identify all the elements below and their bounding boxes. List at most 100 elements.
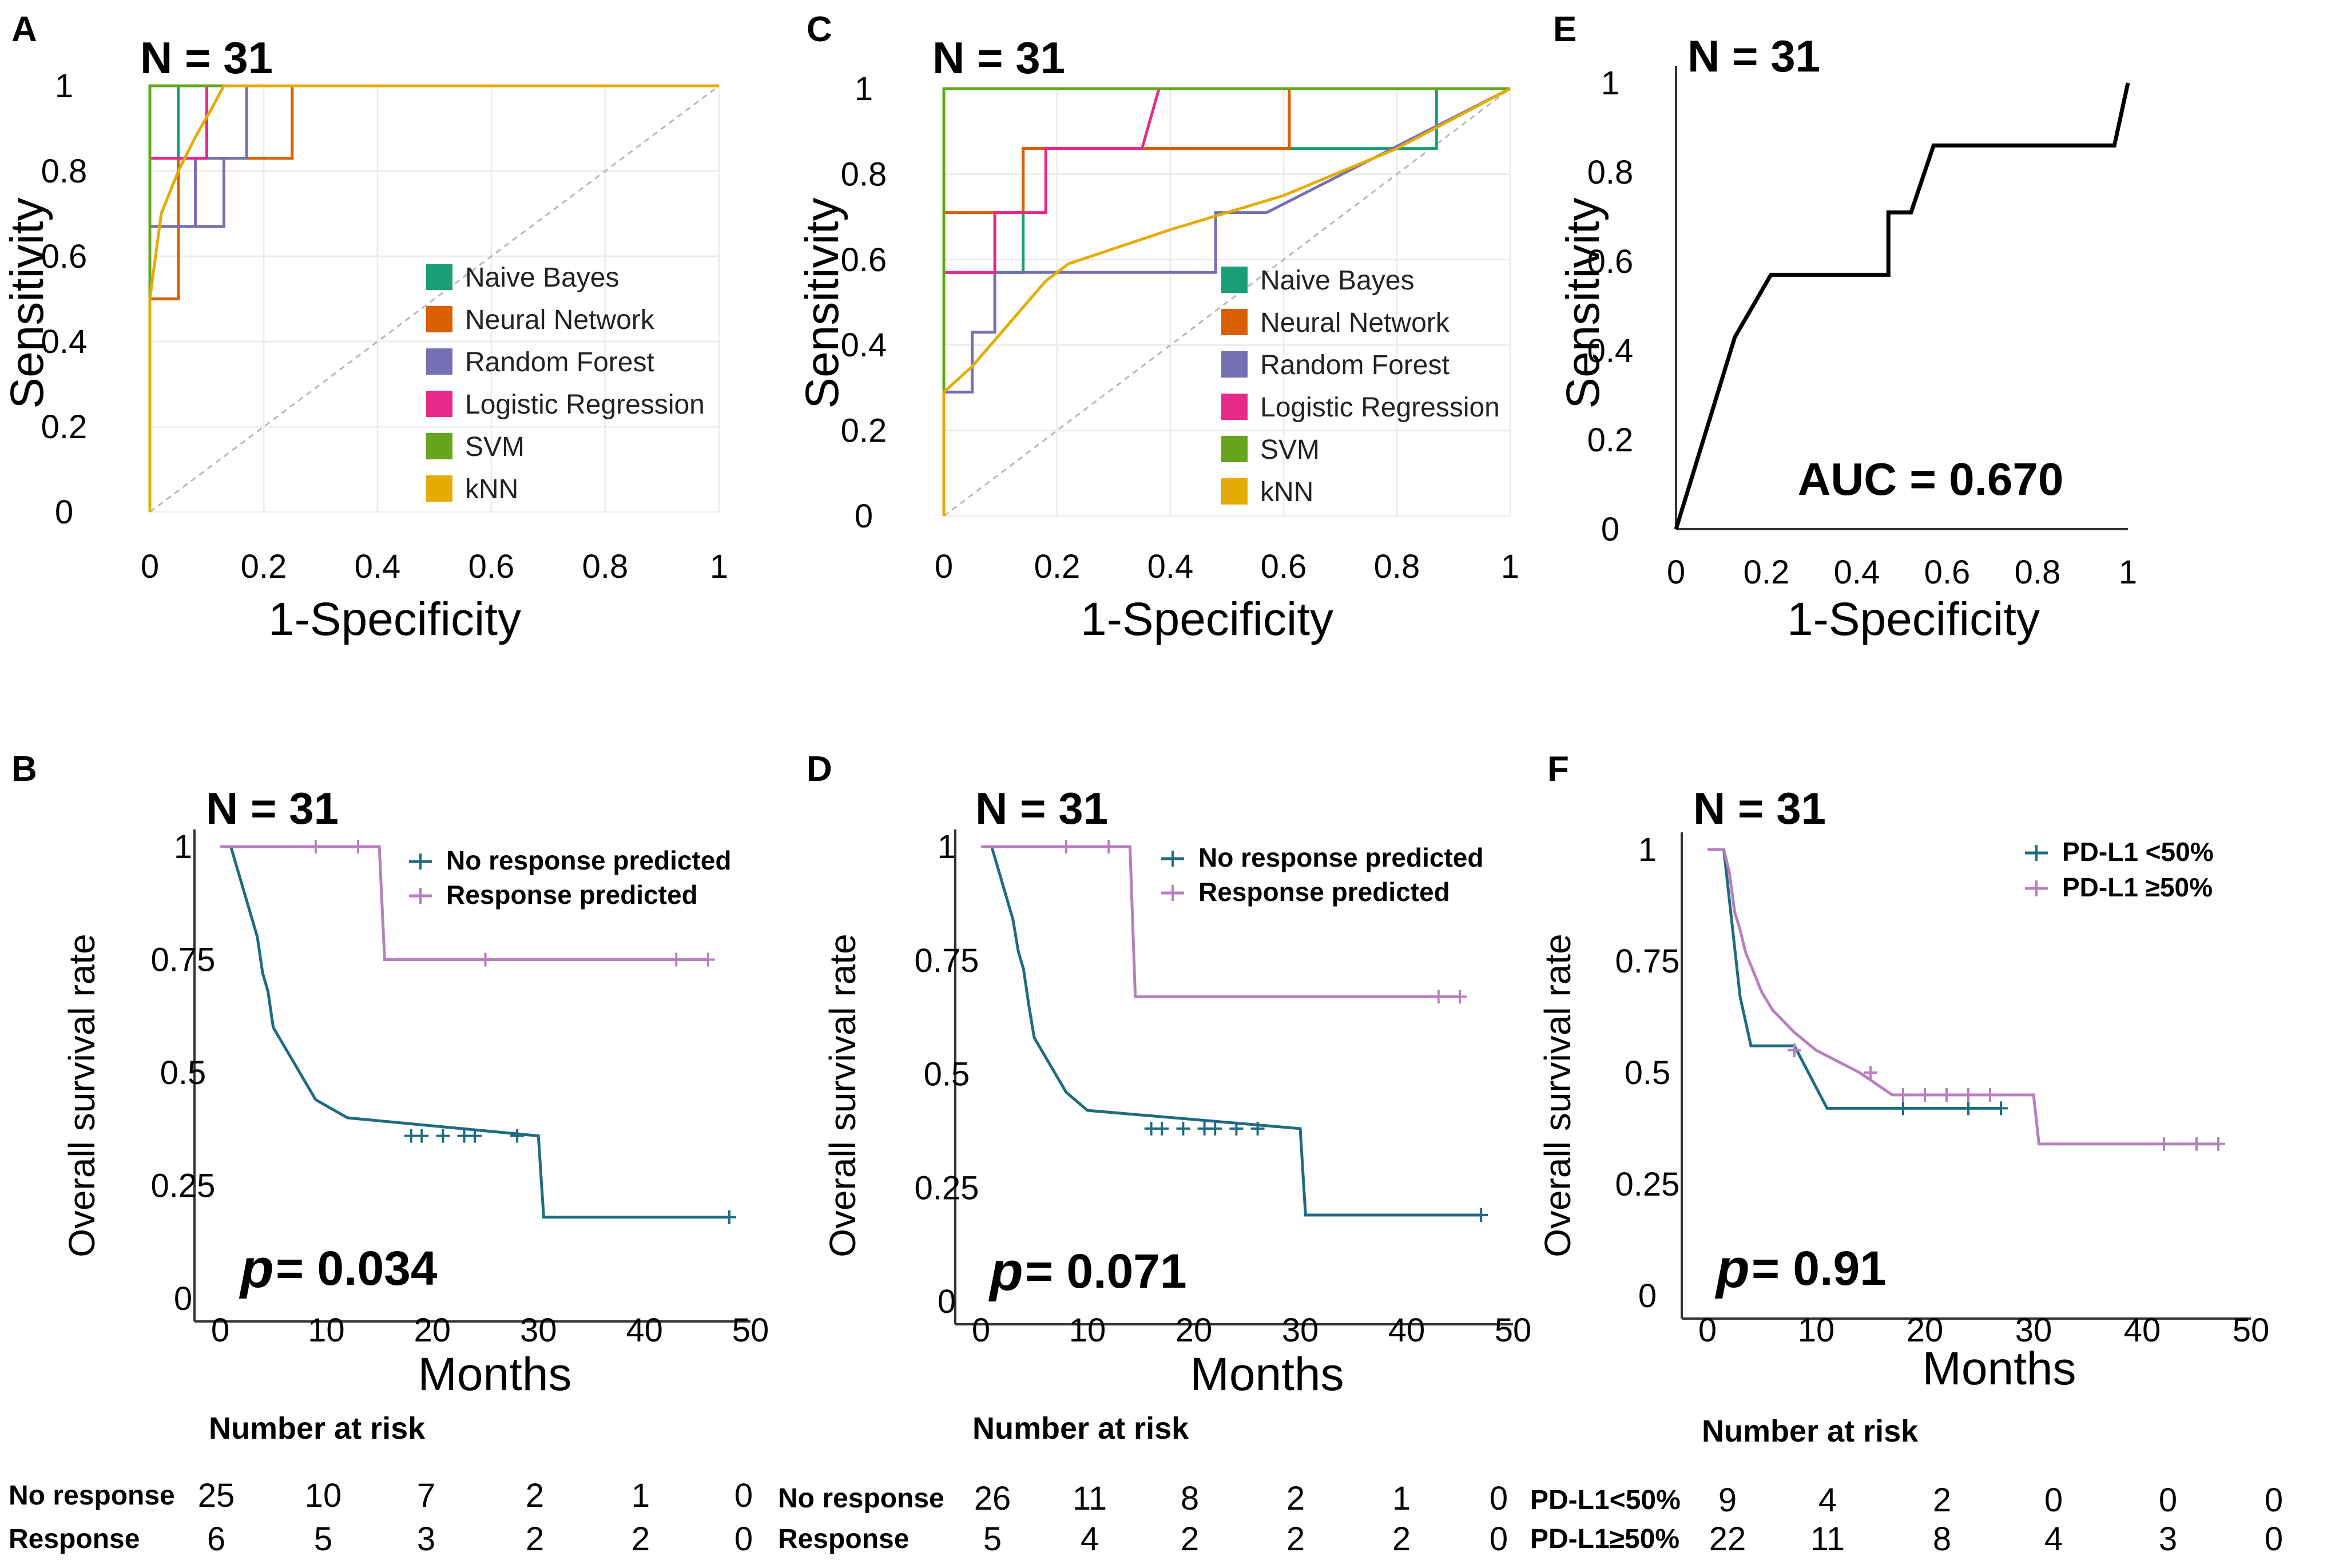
- series-line-roc: [1674, 82, 2130, 530]
- y-axis-title: Overall survival rate: [1537, 934, 1578, 1257]
- legend-swatch: [1221, 309, 1248, 335]
- legend-entry-label: kNN: [465, 474, 518, 505]
- y-tick-label: 0: [855, 498, 873, 535]
- risk-table-value: 11: [1810, 1521, 1845, 1558]
- y-axis-title: Overall survival rate: [61, 934, 102, 1257]
- legend-entry-label: Response predicted: [446, 880, 698, 910]
- x-tick-label: 0: [141, 548, 159, 585]
- risk-table-value: 2: [526, 1521, 544, 1558]
- legend-entry-label: Logistic Regression: [465, 390, 705, 420]
- x-tick-label: 0.2: [1034, 548, 1081, 585]
- legend-swatch: [1221, 436, 1248, 462]
- y-tick-label: 0.4: [1587, 332, 1634, 370]
- panel-letter: D: [807, 749, 832, 789]
- x-tick-label: 10: [308, 1312, 345, 1349]
- risk-table-value: 6: [207, 1521, 225, 1558]
- legend-swatch: [1221, 267, 1248, 293]
- x-tick-label: 0: [1698, 1312, 1717, 1349]
- y-tick-label: 0.75: [1615, 943, 1680, 980]
- y-tick-label: 0: [55, 494, 73, 531]
- p-value-symbol: p: [239, 1238, 274, 1299]
- x-tick-label: 20: [1176, 1312, 1213, 1349]
- risk-table-value: 0: [2265, 1482, 2283, 1519]
- x-tick-label: 0.8: [582, 548, 629, 585]
- x-tick-label: 0.8: [2015, 554, 2061, 591]
- legend-entry-label: Neural Network: [465, 305, 655, 335]
- y-axis-title: Sensitivity: [796, 197, 848, 408]
- x-tick-label: 0.4: [355, 548, 401, 585]
- risk-table-title: Number at risk: [1702, 1414, 1919, 1448]
- x-tick-label: 0: [972, 1312, 990, 1349]
- x-tick-label: 0.6: [1261, 548, 1307, 585]
- risk-table-value: 3: [417, 1521, 435, 1558]
- y-tick-label: 1: [938, 828, 956, 866]
- p-value-symbol: p: [988, 1241, 1023, 1302]
- risk-table-title: Number at risk: [209, 1411, 426, 1446]
- legend-entry-label: No response predicted: [1198, 843, 1483, 872]
- risk-table-value: 1: [632, 1477, 650, 1514]
- risk-table-value: 1: [1392, 1480, 1411, 1517]
- legend-swatch: [426, 391, 452, 417]
- n-label: N = 31: [1693, 783, 1826, 833]
- y-tick-label: 0: [174, 1280, 192, 1317]
- y-tick-label: 0.8: [841, 156, 887, 193]
- x-tick-label: 0.4: [1834, 554, 1880, 591]
- risk-table-value: 2: [526, 1477, 544, 1514]
- legend-entry-label: Logistic Regression: [1260, 392, 1500, 423]
- panel-letter: F: [1547, 749, 1569, 789]
- risk-table-value: 2: [632, 1521, 650, 1558]
- risk-table-row-label: No response: [778, 1483, 944, 1514]
- x-tick-label: 40: [626, 1312, 663, 1349]
- legend-swatch: [426, 433, 452, 459]
- legend-entry-label: SVM: [465, 432, 525, 462]
- risk-table-value: 3: [2159, 1521, 2177, 1558]
- x-tick-label: 1: [1501, 548, 1519, 585]
- series-line-response-predicted: [981, 845, 1460, 998]
- legend-entry-label: SVM: [1260, 435, 1320, 465]
- panel-letter: C: [807, 10, 832, 49]
- x-tick-label: 1: [2119, 554, 2137, 591]
- diagonal-reference-line: [149, 85, 720, 513]
- p-value-symbol: p: [1714, 1238, 1750, 1299]
- x-tick-label: 0.6: [468, 548, 515, 585]
- x-tick-label: 30: [1282, 1312, 1319, 1349]
- risk-table-value: 10: [305, 1477, 342, 1514]
- risk-table-value: 9: [1718, 1482, 1737, 1519]
- legend-entry-label: Random Forest: [1260, 350, 1450, 380]
- legend-swatch: [1221, 351, 1248, 378]
- risk-table-value: 2: [1286, 1480, 1305, 1517]
- y-tick-label: 0.2: [41, 408, 88, 446]
- risk-table-value: 5: [314, 1521, 332, 1558]
- x-tick-label: 10: [1798, 1312, 1835, 1349]
- panel-e: E 0 0.2 0.4 0.6 0.8 1 0 0.2 0.4 0.6 0.8 1 1-Specifici…: [1553, 10, 2137, 645]
- legend-entry-label: PD-L1 <50%: [2062, 837, 2214, 867]
- legend-swatch: [426, 264, 452, 290]
- risk-table-value: 11: [1073, 1480, 1107, 1517]
- series-line-svm: [942, 87, 1510, 516]
- x-tick-label: 0.6: [1924, 554, 1971, 591]
- risk-table-value: 7: [417, 1477, 435, 1514]
- n-label: N = 31: [140, 33, 273, 83]
- x-tick-label: 30: [520, 1312, 557, 1349]
- p-value-text: = 0.034: [276, 1241, 438, 1295]
- risk-table-value: 0: [734, 1521, 753, 1558]
- legend-swatch: [1221, 478, 1248, 505]
- x-tick-label: 10: [1069, 1312, 1106, 1349]
- y-tick-label: 0.8: [41, 153, 88, 190]
- legend-swatch: [426, 306, 452, 332]
- x-tick-label: 50: [1495, 1312, 1532, 1349]
- x-tick-label: 0.4: [1147, 548, 1194, 585]
- risk-table-value: 2: [1392, 1521, 1411, 1558]
- x-axis-title: 1-Specificity: [268, 593, 521, 645]
- risk-table-row-label: No response: [9, 1480, 175, 1511]
- y-tick-label: 0: [938, 1283, 956, 1320]
- x-tick-label: 50: [2233, 1312, 2270, 1349]
- x-axis-title: Months: [1923, 1343, 2076, 1395]
- series-line-knn: [942, 87, 1511, 516]
- legend-entry-label: kNN: [1260, 477, 1313, 507]
- x-tick-label: 50: [732, 1312, 769, 1349]
- risk-table-title: Number at risk: [972, 1411, 1189, 1446]
